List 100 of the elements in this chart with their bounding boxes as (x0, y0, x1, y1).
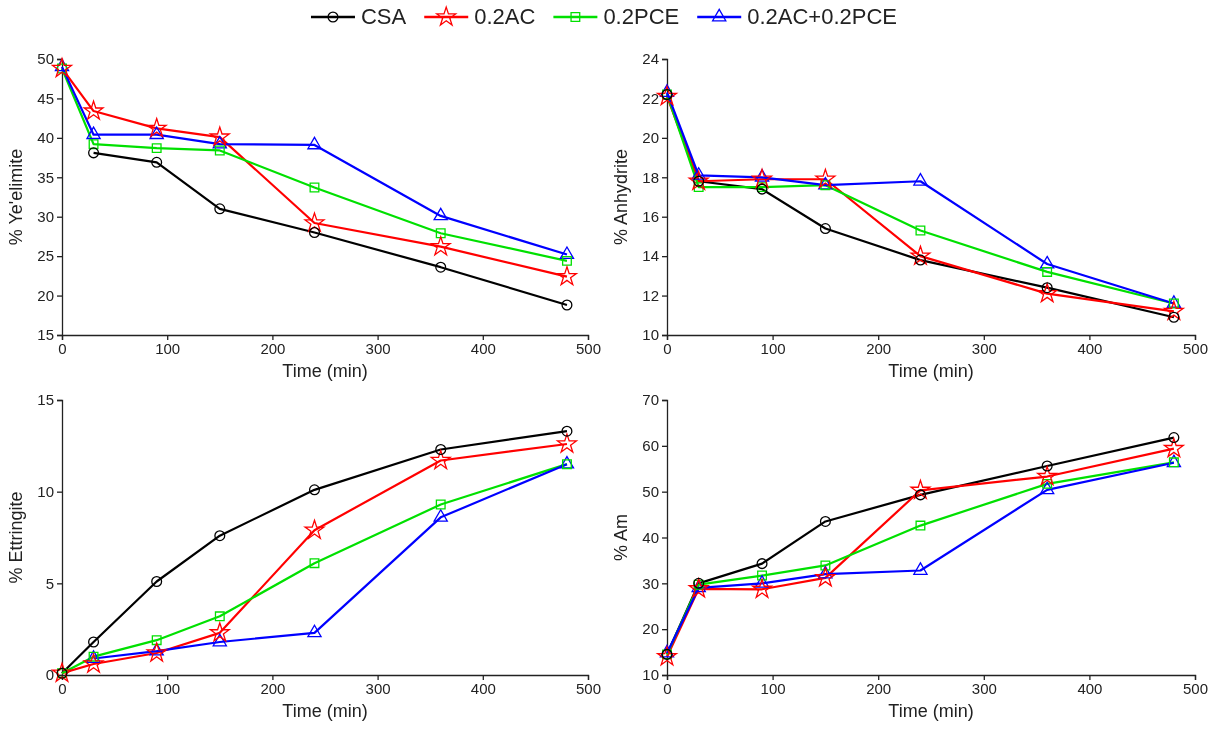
x-axis-title: Time (min) (282, 361, 368, 381)
point (214, 203, 226, 215)
point (757, 570, 768, 581)
point (1039, 481, 1055, 495)
point (1163, 438, 1184, 458)
point (433, 207, 448, 221)
point (693, 182, 704, 193)
point (915, 225, 926, 236)
y-tick-label: 15 (37, 326, 54, 344)
point (304, 519, 325, 539)
x-axis-title: Time (min) (888, 701, 974, 721)
point (756, 558, 768, 570)
point (1042, 266, 1053, 277)
y-tick-label: 20 (642, 129, 659, 147)
x-tick-label: 100 (155, 339, 181, 357)
point (309, 558, 320, 569)
point (559, 455, 575, 469)
point (86, 126, 101, 140)
legend-label: 0.2PCE (603, 4, 680, 29)
point (146, 642, 167, 662)
y-axis-title: % Anhydrite (611, 148, 631, 246)
y-tick-label: 24 (642, 50, 659, 68)
point (819, 515, 831, 527)
point (214, 145, 225, 156)
y-tick-label: 70 (642, 391, 659, 409)
y-tick-label: 10 (642, 326, 659, 344)
point (915, 520, 926, 531)
y-tick-label: 30 (642, 574, 659, 592)
point (88, 139, 99, 150)
point (815, 567, 836, 587)
point (1168, 432, 1180, 444)
point (556, 266, 578, 286)
legend-label: CSA (360, 4, 407, 29)
x-tick-label: 200 (260, 679, 286, 697)
y-tick-label: 22 (642, 89, 659, 107)
y-tick-label: 60 (642, 437, 659, 455)
point (88, 636, 100, 648)
y-tick-label: 40 (37, 129, 54, 147)
point (209, 126, 230, 146)
x-tick-label: 0 (663, 339, 672, 357)
point (430, 236, 451, 256)
point (656, 646, 678, 666)
x-tick-label: 100 (760, 679, 786, 697)
y-axis-title: % Am (611, 513, 631, 562)
y-tick-label: 18 (642, 168, 659, 186)
x-axis-title: Time (min) (282, 701, 368, 721)
point (309, 182, 320, 193)
x-tick-label: 500 (575, 679, 602, 697)
y-tick-label: 14 (642, 247, 659, 265)
x-tick-label: 100 (760, 339, 786, 357)
point (88, 147, 100, 159)
point (1037, 283, 1058, 303)
y-tick-label: 12 (642, 286, 659, 304)
y-tick-label: 10 (642, 666, 659, 684)
point (688, 578, 709, 598)
point (433, 509, 448, 522)
x-tick-label: 0 (58, 679, 67, 697)
point (1041, 460, 1053, 472)
point (214, 530, 226, 542)
x-tick-label: 500 (575, 339, 602, 357)
y-tick-label: 16 (642, 208, 659, 226)
point (913, 172, 928, 186)
x-tick-label: 300 (971, 339, 997, 357)
point (308, 484, 321, 496)
point (435, 261, 447, 273)
point (561, 299, 573, 311)
point (83, 100, 104, 120)
point (307, 624, 322, 638)
x-tick-label: 500 (1182, 679, 1208, 697)
point (819, 223, 831, 235)
point (151, 575, 163, 588)
x-tick-label: 100 (155, 679, 181, 697)
point (151, 156, 163, 168)
x-tick-label: 500 (1182, 339, 1208, 357)
point (815, 168, 836, 188)
point (1163, 300, 1184, 320)
legend-label: 0.2AC (474, 4, 536, 29)
point (435, 228, 446, 239)
point (910, 245, 931, 265)
point (307, 136, 322, 150)
x-tick-label: 300 (365, 679, 391, 697)
y-tick-label: 45 (37, 89, 54, 107)
y-tick-label: 20 (37, 286, 54, 304)
point (561, 255, 572, 266)
y-tick-label: 0 (45, 666, 54, 684)
point (435, 443, 447, 456)
point (304, 212, 325, 232)
point (751, 168, 773, 188)
y-tick-label: 20 (642, 620, 659, 638)
point (83, 653, 104, 673)
y-tick-label: 50 (642, 482, 659, 500)
x-tick-label: 300 (971, 679, 997, 697)
y-axis-title: % Ettringite (6, 491, 26, 584)
y-tick-label: 40 (642, 528, 659, 546)
x-tick-label: 200 (260, 339, 286, 357)
x-tick-label: 0 (663, 679, 672, 697)
x-axis-title: Time (min) (888, 361, 974, 381)
point (308, 226, 321, 239)
y-tick-label: 30 (37, 208, 54, 226)
y-tick-label: 5 (45, 574, 54, 592)
